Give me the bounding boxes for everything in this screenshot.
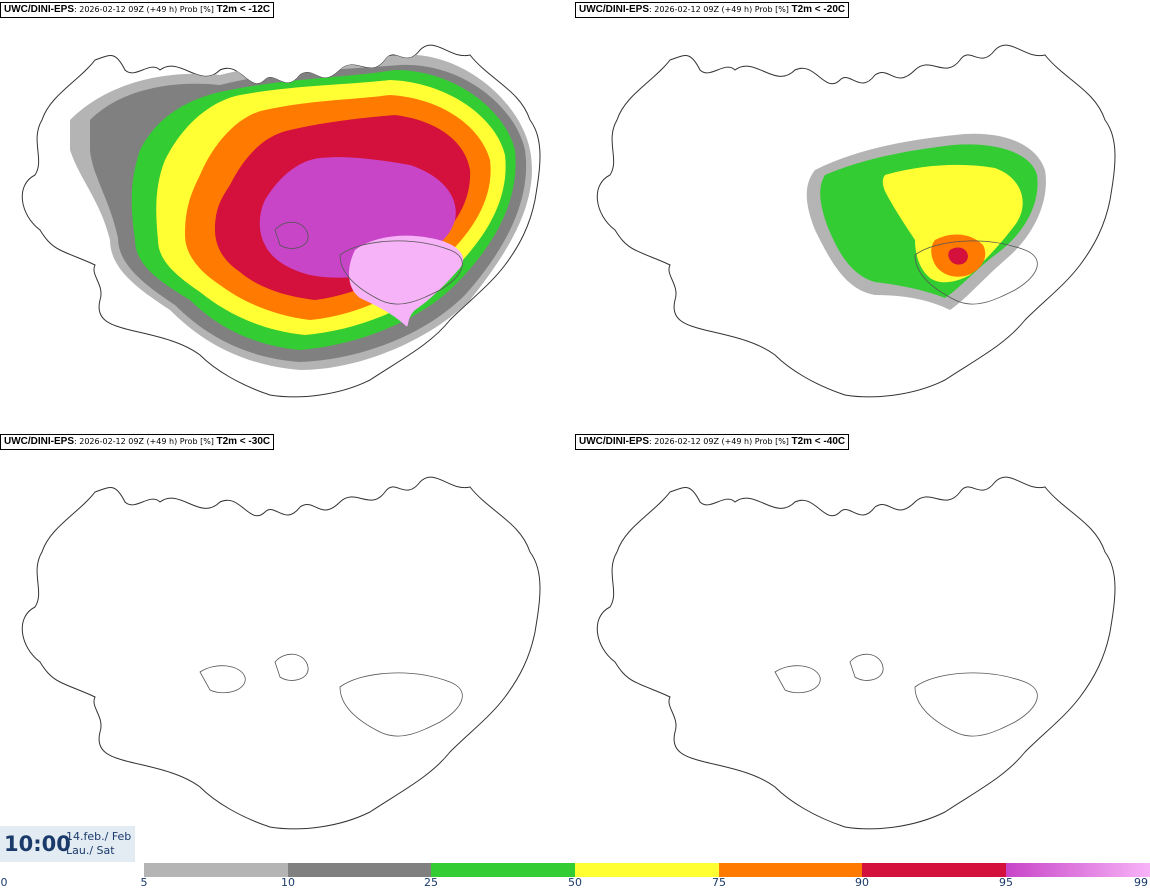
valid-date-label: 14.feb./ Feb xyxy=(66,830,132,843)
tick-label: 90 xyxy=(855,876,869,889)
map-panel-minus30: UWC/DINI-EPS: 2026-02-12 09Z (+49 h) Pro… xyxy=(0,432,575,862)
model-name: UWC/DINI-EPS xyxy=(579,436,649,447)
model-name: UWC/DINI-EPS xyxy=(579,4,649,15)
glacier-outline xyxy=(274,653,309,681)
run-info: : 2026-02-12 09Z (+49 h) Prob [%] xyxy=(74,5,214,14)
colorbar-segment-95-99 xyxy=(1006,863,1150,877)
coastline xyxy=(21,44,541,398)
panel-title: UWC/DINI-EPS: 2026-02-12 09Z (+49 h) Pro… xyxy=(575,2,850,18)
iceland-map xyxy=(596,476,1116,830)
run-info: : 2026-02-12 09Z (+49 h) Prob [%] xyxy=(649,5,789,14)
panel-title: UWC/DINI-EPS: 2026-02-12 09Z (+49 h) Pro… xyxy=(575,434,850,450)
variable-label: T2m < -12C xyxy=(216,4,271,15)
run-info: : 2026-02-12 09Z (+49 h) Prob [%] xyxy=(74,437,214,446)
probability-colorbar xyxy=(144,863,1150,877)
tick-label: 25 xyxy=(424,876,438,889)
glacier-outline xyxy=(339,672,463,737)
colorbar-segment-25-50 xyxy=(431,863,575,877)
map-panel-minus20: UWC/DINI-EPS: 2026-02-12 09Z (+49 h) Pro… xyxy=(575,0,1150,430)
valid-time-box: 10:00 14.feb./ Feb Lau./ Sat xyxy=(0,826,135,862)
iceland-map xyxy=(21,44,541,398)
glacier-outline xyxy=(849,653,884,681)
tick-label: 10 xyxy=(281,876,295,889)
variable-label: T2m < -20C xyxy=(791,4,846,15)
glacier-outline xyxy=(914,240,1038,305)
tick-label: 50 xyxy=(568,876,582,889)
colorbar-segment-75-90 xyxy=(719,863,862,877)
prob-area-99 xyxy=(348,235,464,327)
iceland-map xyxy=(21,476,541,830)
map-panel-minus12: UWC/DINI-EPS: 2026-02-12 09Z (+49 h) Pro… xyxy=(0,0,575,430)
glacier-outline xyxy=(199,665,246,694)
panel-title: UWC/DINI-EPS: 2026-02-12 09Z (+49 h) Pro… xyxy=(0,2,275,18)
valid-time: 10:00 xyxy=(4,832,71,856)
colorbar-segment-10-25 xyxy=(288,863,431,877)
colorbar-segment-50-75 xyxy=(575,863,719,877)
valid-day-label: Lau./ Sat xyxy=(66,844,115,857)
panel-title: UWC/DINI-EPS: 2026-02-12 09Z (+49 h) Pro… xyxy=(0,434,275,450)
glacier-outline xyxy=(914,672,1038,737)
tick-label: 0 xyxy=(0,876,8,889)
valid-date: 14.feb./ Feb Lau./ Sat xyxy=(66,830,131,858)
coastline xyxy=(596,44,1116,398)
model-name: UWC/DINI-EPS xyxy=(4,4,74,15)
coastline xyxy=(21,476,541,830)
glacier-outline xyxy=(774,665,821,694)
map-panel-minus40: UWC/DINI-EPS: 2026-02-12 09Z (+49 h) Pro… xyxy=(575,432,1150,862)
variable-label: T2m < -40C xyxy=(791,436,846,447)
tick-label: 99 xyxy=(1134,876,1148,889)
tick-label: 75 xyxy=(712,876,726,889)
glacier-outline xyxy=(339,240,463,305)
glacier-outline xyxy=(274,221,309,249)
variable-label: T2m < -30C xyxy=(216,436,271,447)
colorbar-segment-5-10 xyxy=(144,863,288,877)
model-name: UWC/DINI-EPS xyxy=(4,436,74,447)
coastline xyxy=(596,476,1116,830)
prob-area-90 xyxy=(948,247,968,265)
iceland-map xyxy=(596,44,1116,398)
run-info: : 2026-02-12 09Z (+49 h) Prob [%] xyxy=(649,437,789,446)
colorbar-ticks: 0 5 10 25 50 75 90 95 99 xyxy=(0,876,1150,890)
colorbar-segment-90-95 xyxy=(862,863,1006,877)
tick-label: 95 xyxy=(999,876,1013,889)
tick-label: 5 xyxy=(140,876,148,889)
